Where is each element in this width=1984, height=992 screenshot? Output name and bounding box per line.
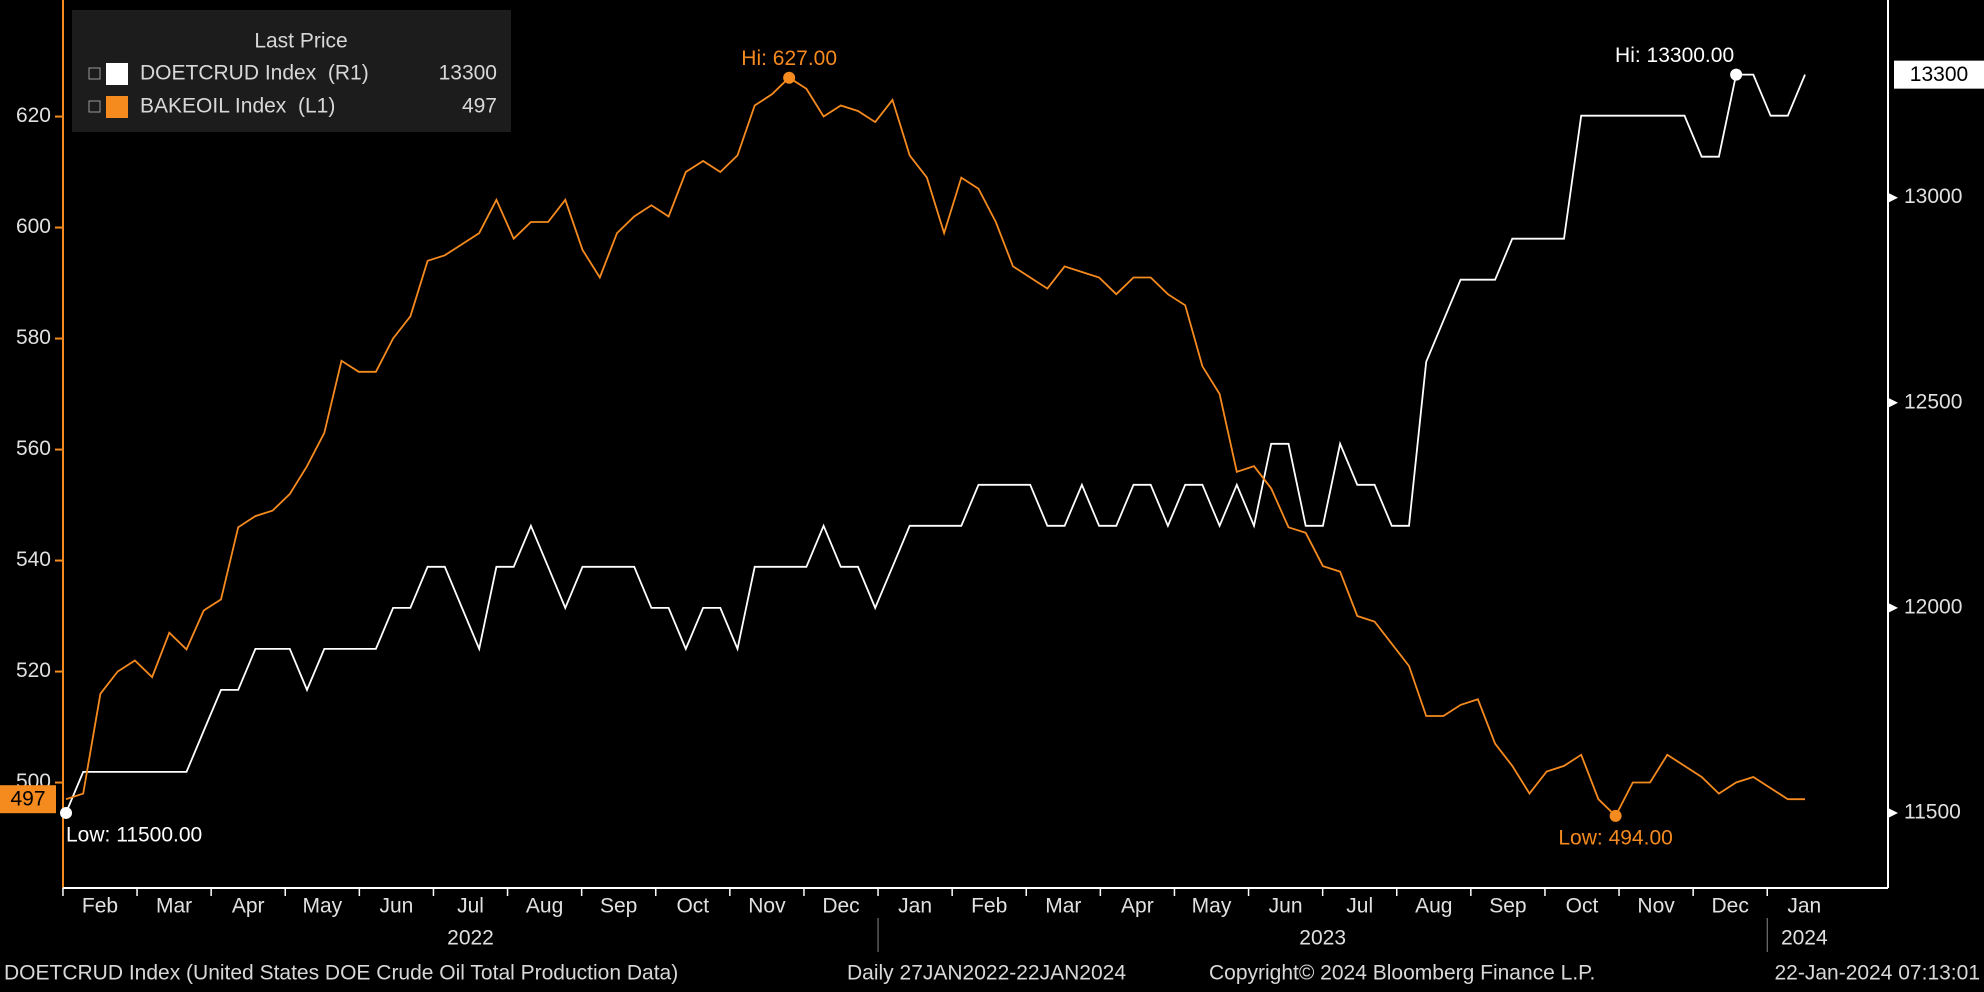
year-label: 2023 xyxy=(1299,927,1346,950)
y2-tick-label: 12000 xyxy=(1904,595,1962,618)
y2-tick xyxy=(1888,192,1898,203)
x-tick-label: May xyxy=(302,895,342,918)
x-tick-label: Dec xyxy=(1712,895,1749,918)
low-label: Low: 494.00 xyxy=(1558,826,1672,849)
x-tick-label: Nov xyxy=(748,895,786,918)
footer-copyright: Copyright© 2024 Bloomberg Finance L.P. xyxy=(1209,962,1595,985)
legend-value: 497 xyxy=(462,95,497,118)
x-tick-label: Jul xyxy=(1346,895,1373,918)
legend-expander xyxy=(88,100,101,113)
last-value-box xyxy=(1894,60,1984,89)
low-marker xyxy=(1609,809,1622,822)
y2-tick-label: 12500 xyxy=(1904,390,1962,413)
y2-tick-label: 11500 xyxy=(1904,800,1961,823)
y-tick-label: 600 xyxy=(16,215,51,238)
legend-label: BAKEOIL Index (L1) xyxy=(140,95,335,118)
y2-tick xyxy=(1888,602,1898,613)
legend-expander xyxy=(88,67,101,80)
footer-period: Daily 27JAN2022-22JAN2024 xyxy=(847,962,1126,985)
high-label: Hi: 627.00 xyxy=(741,47,837,70)
y-tick-label: 580 xyxy=(16,326,51,349)
x-tick-label: Feb xyxy=(971,895,1007,918)
last-value-label: 13300 xyxy=(1910,63,1968,86)
x-tick-label: Sep xyxy=(600,895,637,918)
x-tick-label: Jun xyxy=(379,895,413,918)
x-tick-label: Jul xyxy=(457,895,484,918)
legend-title: Last Price xyxy=(254,30,347,53)
footer-timestamp: 22-Jan-2024 07:13:01 xyxy=(1775,962,1981,985)
x-tick-label: Dec xyxy=(822,895,859,918)
year-label: 2022 xyxy=(447,927,494,950)
y2-tick xyxy=(1888,807,1898,818)
low-marker xyxy=(60,806,72,819)
y2-tick xyxy=(1888,397,1898,408)
x-tick-label: Mar xyxy=(1045,895,1081,918)
legend-value: 13300 xyxy=(439,62,497,85)
x-tick-label: Jan xyxy=(1787,895,1821,918)
last-value-box xyxy=(0,785,56,814)
y2-tick-label: 13000 xyxy=(1904,185,1962,208)
x-tick-label: Apr xyxy=(1121,895,1154,918)
x-tick-label: Jun xyxy=(1269,895,1303,918)
y-tick-label: 540 xyxy=(16,548,51,571)
high-label: Hi: 13300.00 xyxy=(1615,44,1734,67)
x-tick-label: Oct xyxy=(676,895,709,918)
x-tick-label: Nov xyxy=(1637,895,1675,918)
y-tick-label: 520 xyxy=(16,659,51,682)
legend-swatch xyxy=(106,96,128,118)
high-marker xyxy=(1730,68,1743,81)
x-tick-label: Aug xyxy=(526,895,563,918)
legend-box xyxy=(72,10,511,132)
y-tick-label: 620 xyxy=(16,104,51,127)
x-tick-label: Sep xyxy=(1489,895,1526,918)
footer-description: DOETCRUD Index (United States DOE Crude … xyxy=(4,962,678,985)
legend-label: DOETCRUD Index (R1) xyxy=(140,62,369,85)
x-tick-label: Oct xyxy=(1566,895,1599,918)
x-tick-label: Jan xyxy=(898,895,932,918)
y-tick-label: 560 xyxy=(16,437,51,460)
series-line xyxy=(65,76,1805,818)
year-label: 2024 xyxy=(1781,927,1828,950)
last-value-label: 497 xyxy=(10,788,45,811)
low-label: Low: 11500.00 xyxy=(66,823,202,846)
legend-swatch xyxy=(106,63,128,85)
x-tick-label: Apr xyxy=(232,895,265,918)
x-tick-label: Mar xyxy=(156,895,192,918)
x-tick-label: May xyxy=(1192,895,1232,918)
x-tick-label: Aug xyxy=(1415,895,1452,918)
high-marker xyxy=(783,71,796,84)
series-line xyxy=(65,73,1806,814)
x-tick-label: Feb xyxy=(82,895,118,918)
